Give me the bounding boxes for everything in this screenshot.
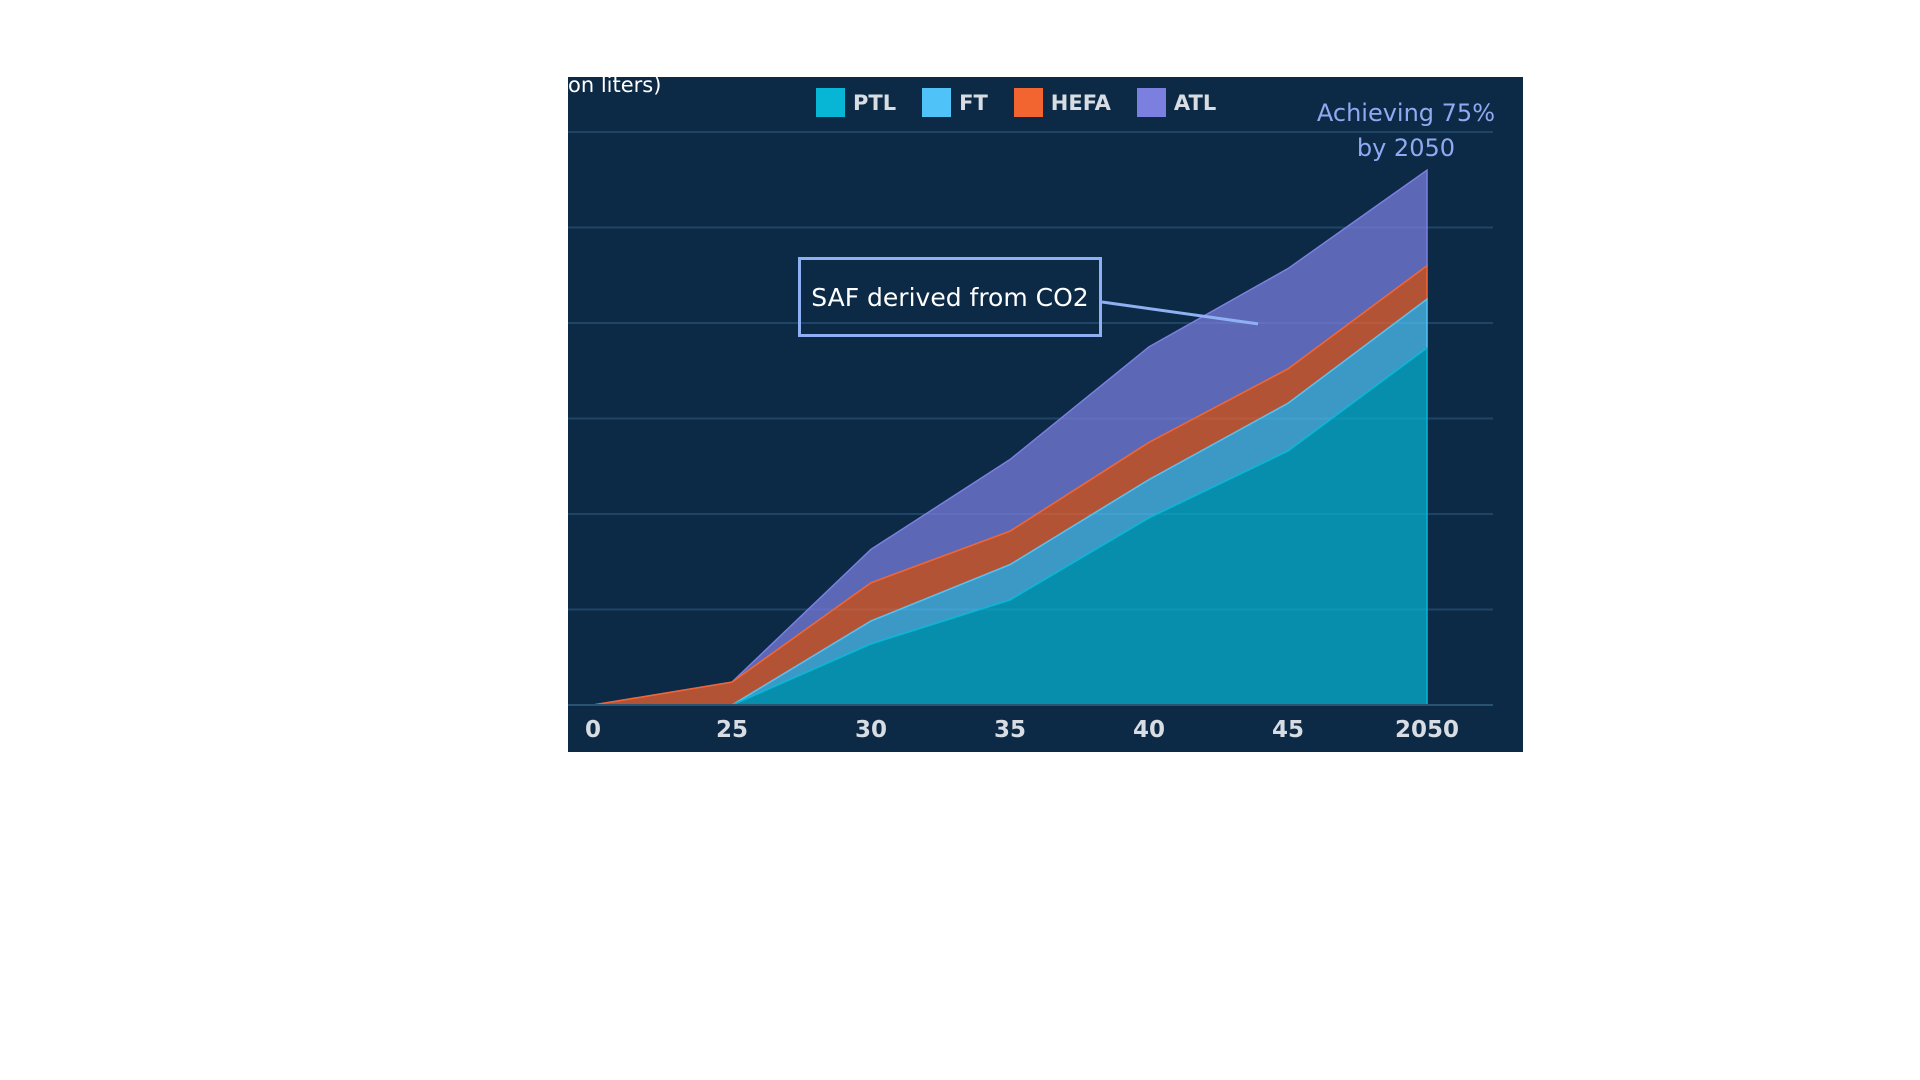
x-tick-label: 0 bbox=[585, 717, 601, 743]
annotation-connector-line bbox=[1101, 300, 1259, 326]
legend-swatch bbox=[816, 88, 845, 117]
legend-item-ptl: PTL bbox=[816, 88, 896, 117]
x-axis: 0 25 30 35 40 45 2050 bbox=[568, 704, 1493, 743]
y-axis-unit-label: on liters) bbox=[568, 77, 662, 97]
legend-label: HEFA bbox=[1050, 90, 1111, 115]
legend-item-hefa: HEFA bbox=[1013, 88, 1111, 117]
legend-swatch bbox=[1013, 88, 1043, 117]
x-tick-label: 2050 bbox=[1395, 717, 1459, 743]
legend-label: FT bbox=[959, 90, 988, 115]
chart-plot: 0 25 30 35 40 45 2050 bbox=[568, 131, 1493, 743]
chart-legend: PTL FT HEFA ATL bbox=[816, 88, 1216, 117]
stacked-areas bbox=[592, 168, 1428, 706]
legend-item-atl: ATL bbox=[1136, 88, 1217, 117]
legend-swatch bbox=[922, 88, 952, 117]
x-tick-label: 25 bbox=[716, 717, 748, 743]
legend-label: PTL bbox=[853, 90, 897, 115]
legend-swatch bbox=[1136, 88, 1166, 117]
target-callout: Achieving 75% by 2050 bbox=[1316, 99, 1495, 162]
x-tick-label: 35 bbox=[994, 717, 1026, 743]
x-tick-label: 45 bbox=[1272, 717, 1304, 743]
saf-chart-panel: 0 25 30 35 40 45 2050 on liters) PTL FT HEFA ATL … bbox=[568, 77, 1523, 752]
x-tick-label: 40 bbox=[1133, 717, 1165, 743]
annotation-connector bbox=[1101, 300, 1259, 326]
legend-item-ft: FT bbox=[922, 88, 988, 117]
annotation-box: SAF derived from CO2 bbox=[798, 257, 1102, 337]
x-tick-label: 30 bbox=[855, 717, 887, 743]
legend-label: ATL bbox=[1173, 90, 1217, 115]
